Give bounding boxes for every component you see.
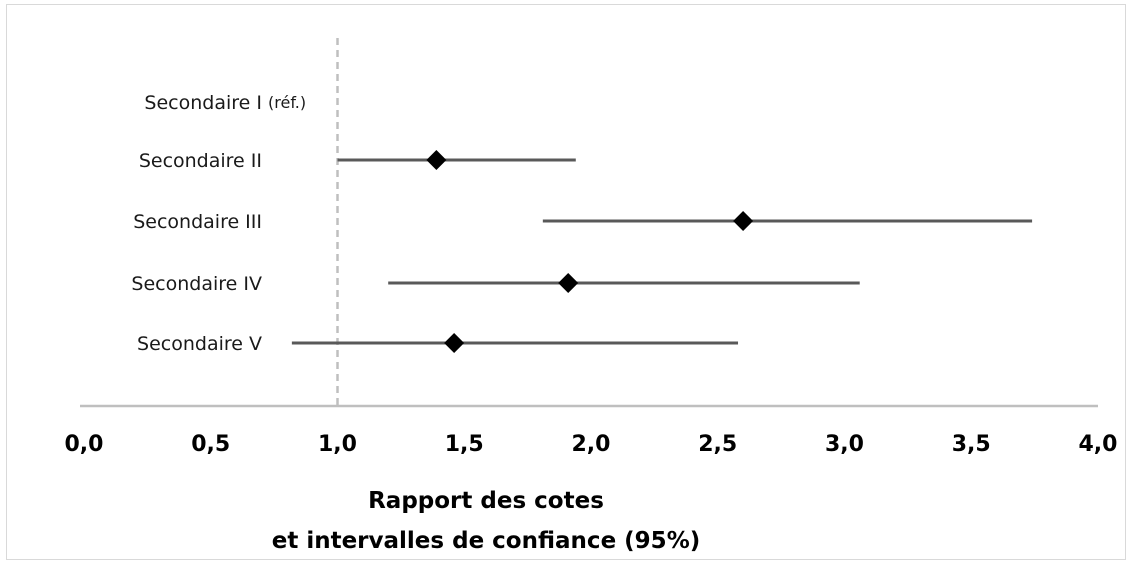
x-tick-label: 3,5 xyxy=(952,432,991,457)
category-label: Secondaire V xyxy=(137,333,262,355)
category-label: Secondaire II xyxy=(139,150,262,172)
x-tick-label: 1,0 xyxy=(318,432,357,457)
x-tick-label: 2,5 xyxy=(698,432,737,457)
odds-ratio-marker xyxy=(733,211,754,231)
x-tick-label: 0,0 xyxy=(65,432,104,457)
x-tick-label: 2,0 xyxy=(572,432,611,457)
category-label: Secondaire III xyxy=(133,211,262,233)
x-axis-label-line-1: Rapport des cotes xyxy=(368,488,604,514)
category-label: Secondaire IV xyxy=(131,273,262,295)
category-label: Secondaire I xyxy=(144,92,262,114)
odds-ratio-marker xyxy=(558,273,579,293)
x-tick-label: 0,5 xyxy=(191,432,230,457)
odds-ratio-marker xyxy=(444,333,465,353)
x-tick-label: 1,5 xyxy=(445,432,484,457)
x-axis-label-line-2: et intervalles de confiance (95%) xyxy=(272,528,701,554)
x-tick-label: 3,0 xyxy=(825,432,864,457)
reference-category-note: (réf.) xyxy=(268,93,306,112)
odds-ratio-marker xyxy=(426,150,447,170)
x-tick-label: 4,0 xyxy=(1079,432,1118,457)
